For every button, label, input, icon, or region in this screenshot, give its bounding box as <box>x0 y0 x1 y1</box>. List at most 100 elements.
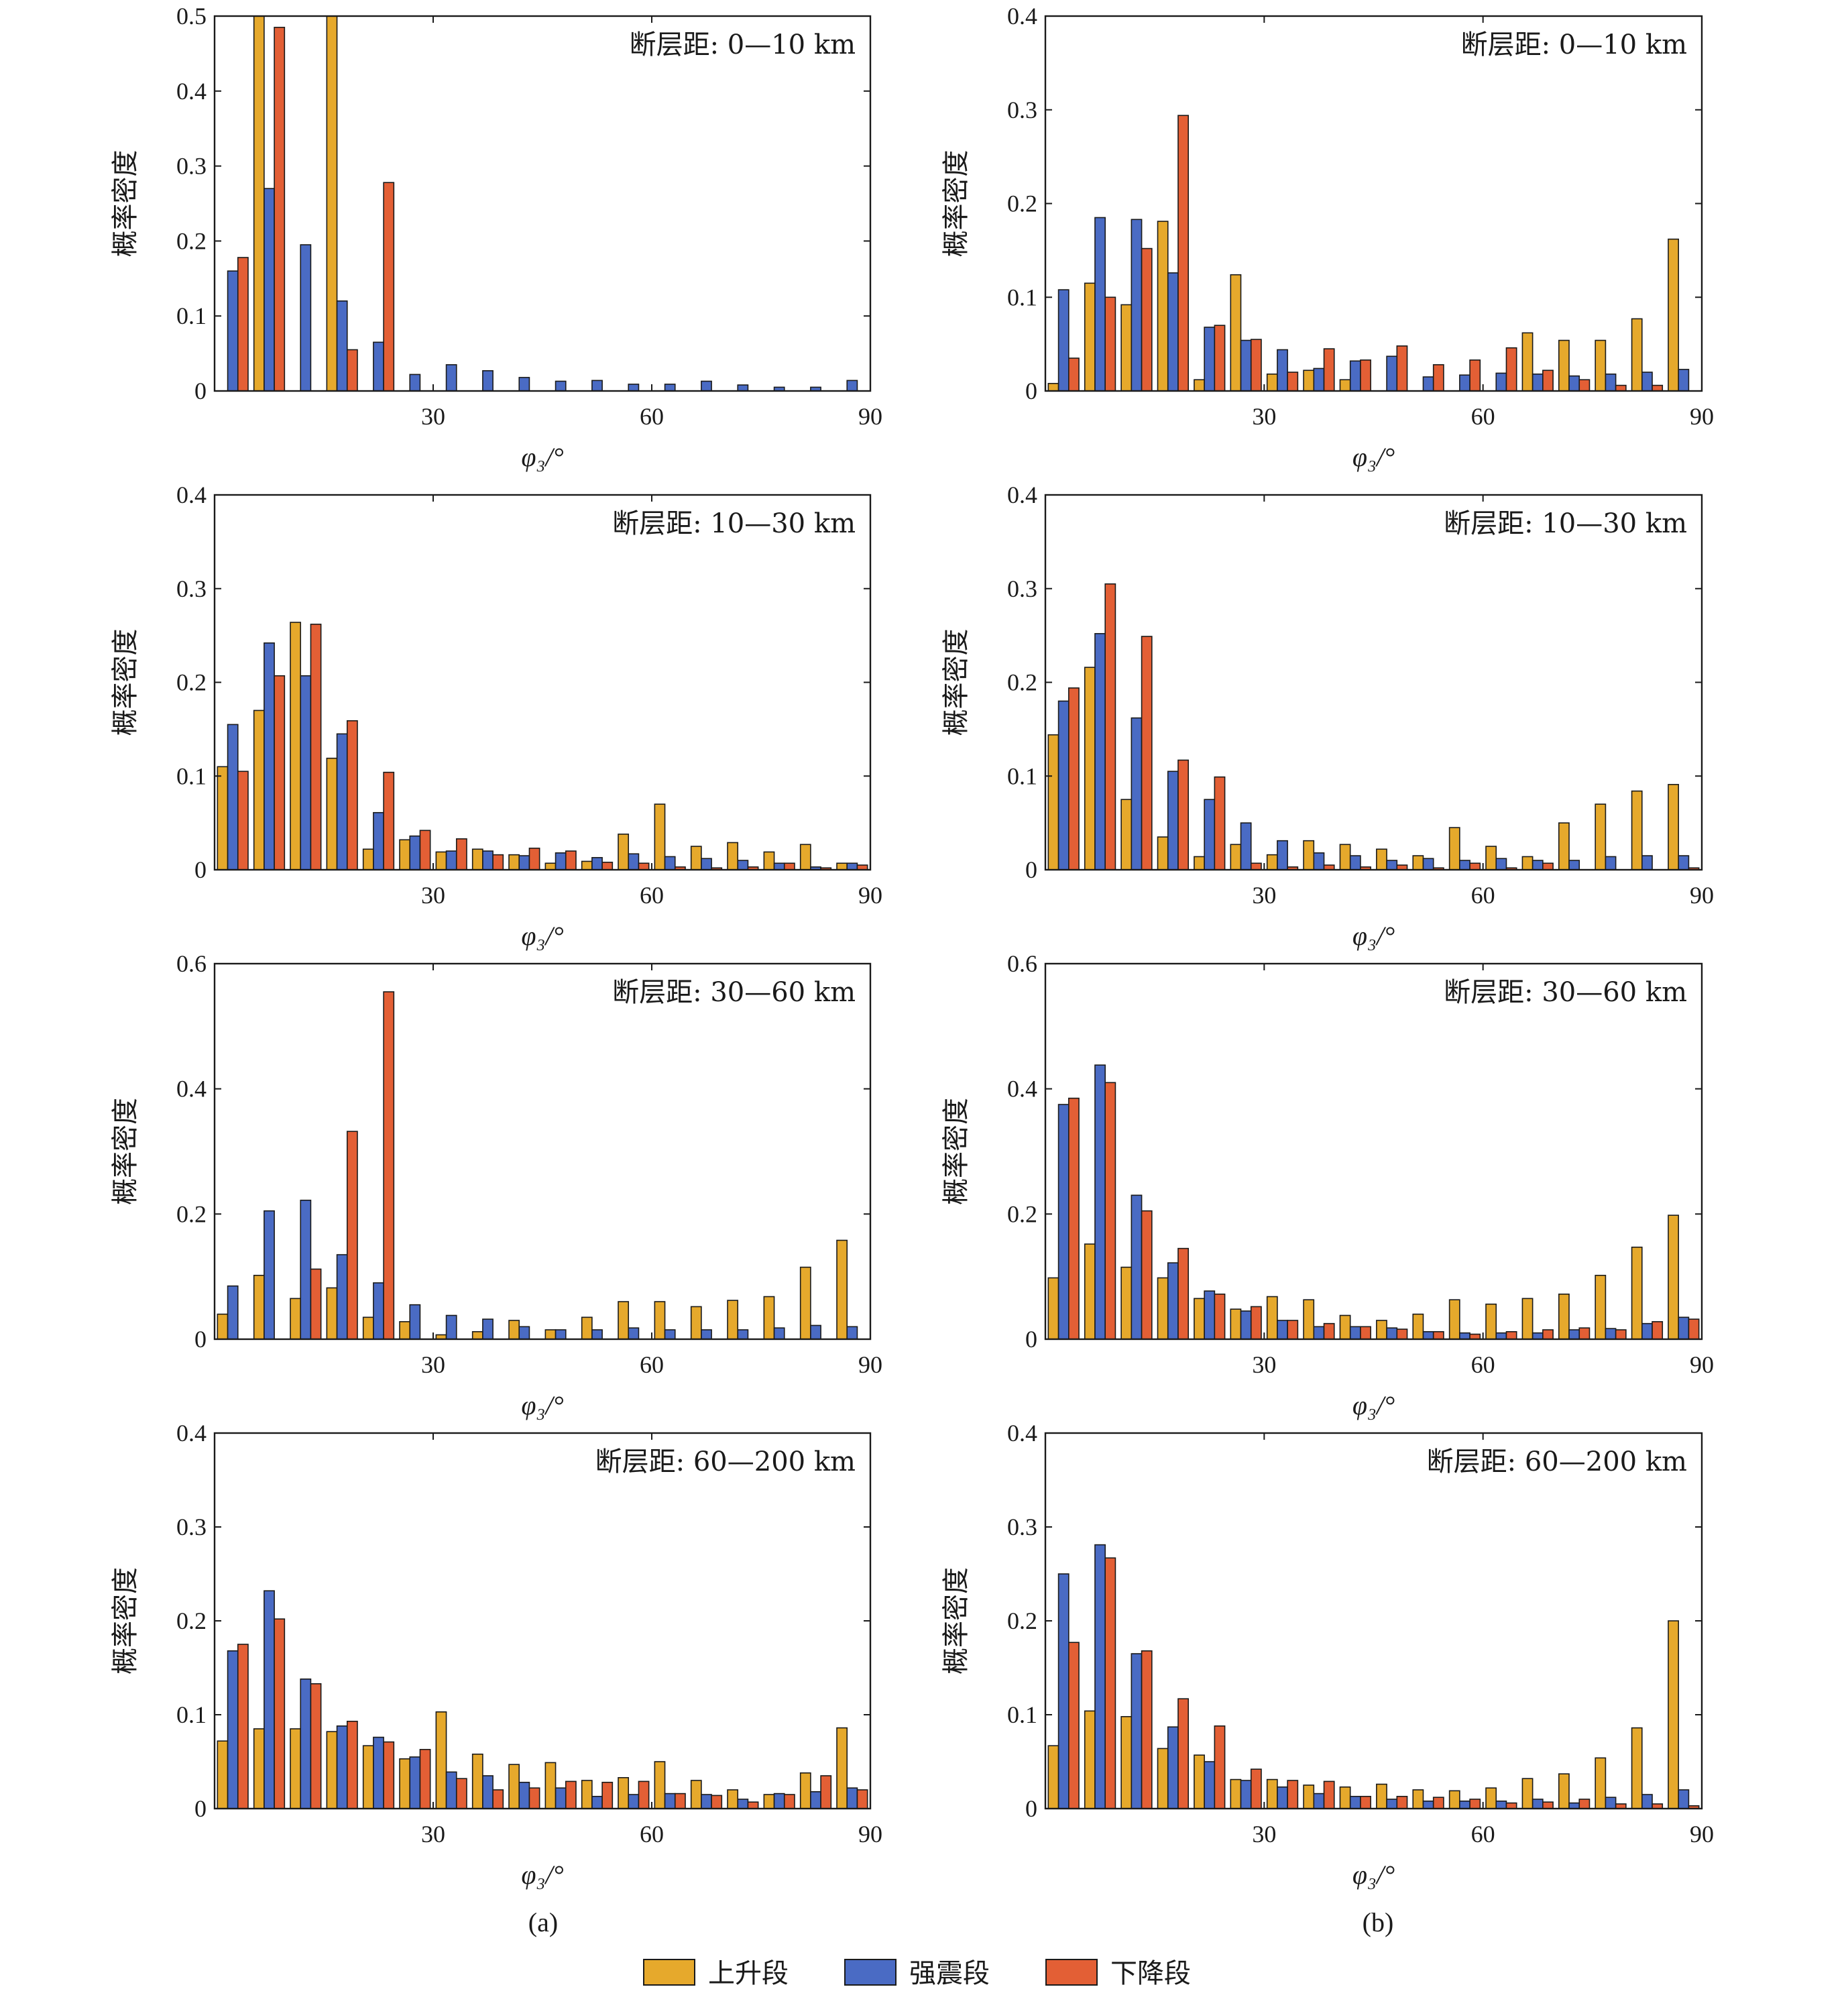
legend-label: 上升段 <box>708 1958 789 1989</box>
bar-强震段-55-60 <box>1459 1332 1470 1339</box>
bar-下降段-40-45 <box>1360 866 1371 870</box>
bar-下降段-5-10 <box>274 1618 286 1809</box>
bar-强震段-55-60 <box>1459 1801 1470 1809</box>
bar-上升段-60-65 <box>654 1761 666 1809</box>
bar-上升段-10-15 <box>290 1298 302 1339</box>
bar-下降段-40-45 <box>1360 1326 1371 1339</box>
bar-上升段-60-65 <box>654 803 666 870</box>
bar-强震段-50-55 <box>1422 376 1434 391</box>
bar-下降段-0-5 <box>237 257 249 391</box>
bar-上升段-40-45 <box>1339 379 1351 391</box>
bar-上升段-60-65 <box>1485 1787 1497 1809</box>
y-tick-label: 0.3 <box>1007 575 1037 602</box>
bar-上升段-25-30 <box>1230 1308 1242 1339</box>
bar-强震段-55-60 <box>628 1794 640 1809</box>
x-tick-label: 30 <box>421 1821 445 1848</box>
bar-强震段-10-15 <box>300 244 312 391</box>
bar-上升段-85-90 <box>836 862 848 870</box>
bar-下降段-20-25 <box>383 771 395 870</box>
bar-上升段-75-80 <box>1595 1757 1607 1809</box>
legend-swatch <box>844 1959 897 1986</box>
bar-下降段-35-40 <box>492 854 504 870</box>
bar-强震段-45-50 <box>1386 860 1398 870</box>
bar-上升段-15-20 <box>326 1731 338 1809</box>
bar-上升段-15-20 <box>326 757 338 870</box>
bar-强震段-20-25 <box>1204 1290 1216 1339</box>
legend-swatch <box>643 1959 695 1986</box>
x-tick-label: 60 <box>1471 1351 1495 1378</box>
bar-下降段-50-55 <box>1432 1797 1444 1809</box>
bar-强震段-0-5 <box>227 1285 239 1339</box>
bar-下降段-55-60 <box>638 862 650 870</box>
bar-下降段-25-30 <box>419 830 431 870</box>
bar-强震段-80-85 <box>810 1791 821 1809</box>
bar-上升段-40-45 <box>508 1320 520 1339</box>
bar-上升段-30-35 <box>435 851 447 870</box>
plot-frame <box>1044 962 1703 1341</box>
bar-下降段-75-80 <box>1615 1803 1627 1809</box>
bar-强震段-30-35 <box>445 1771 457 1809</box>
chart-panel-b-3: 0 0.2 0.4 0.6 30 60 90 断层距: 30—60 km 概率密度 φ₃/° <box>941 950 1714 1420</box>
bars <box>1047 583 1700 870</box>
bar-下降段-0-5 <box>1068 1097 1080 1339</box>
bar-上升段-35-40 <box>471 1331 483 1339</box>
bar-强震段-80-85 <box>1641 855 1653 870</box>
bar-下降段-50-55 <box>601 862 614 870</box>
x-tick-label: 60 <box>640 1351 664 1378</box>
bar-强震段-5-10 <box>1094 217 1106 391</box>
bar-上升段-55-60 <box>618 1301 630 1339</box>
bar-强震段-85-90 <box>846 862 858 870</box>
bar-下降段-65-70 <box>711 1795 723 1809</box>
plot-frame <box>213 15 872 392</box>
legend-label: 下降段 <box>1110 1958 1191 1989</box>
x-tick-label: 90 <box>858 882 882 909</box>
bar-强震段-60-65 <box>1495 858 1507 870</box>
bar-下降段-25-30 <box>1250 1306 1262 1339</box>
bar-强震段-60-65 <box>664 384 676 391</box>
bar-下降段-40-45 <box>1360 359 1371 391</box>
bar-下降段-20-25 <box>1214 776 1226 870</box>
bar-上升段-50-55 <box>581 1316 593 1339</box>
bars <box>1047 1064 1700 1339</box>
bar-强震段-75-80 <box>1605 374 1617 391</box>
bar-强震段-0-5 <box>1057 700 1070 870</box>
panel-title: 断层距: 60—200 km <box>595 1446 856 1477</box>
bar-上升段-0-5 <box>1047 734 1059 870</box>
bar-强震段-15-20 <box>336 300 348 391</box>
bar-下降段-15-20 <box>346 720 358 870</box>
bar-强震段-5-10 <box>1094 1064 1106 1339</box>
bar-上升段-45-50 <box>544 862 557 870</box>
bar-上升段-80-85 <box>1631 1247 1643 1339</box>
bar-上升段-30-35 <box>1266 374 1278 391</box>
x-tick-label: 90 <box>1690 1351 1714 1378</box>
bar-上升段-65-70 <box>690 1780 702 1809</box>
bar-下降段-45-50 <box>565 1780 577 1809</box>
bar-上升段-50-55 <box>1412 855 1424 870</box>
bar-下降段-0-5 <box>237 1644 249 1809</box>
bar-强震段-65-70 <box>701 858 712 870</box>
bar-强震段-55-60 <box>628 1327 640 1339</box>
bar-强震段-45-50 <box>555 1787 567 1809</box>
bar-下降段-45-50 <box>1396 864 1408 870</box>
bar-强震段-65-70 <box>1532 860 1544 870</box>
bar-上升段-45-50 <box>544 1762 557 1809</box>
bar-强震段-30-35 <box>445 364 457 391</box>
bar-下降段-45-50 <box>1396 1328 1408 1339</box>
chart-panel-b-2: 0 0.1 0.2 0.3 0.4 30 60 90 断层距: 10—30 km 概率密度 φ₃/° <box>941 481 1714 951</box>
bar-下降段-85-90 <box>1688 1805 1700 1809</box>
bar-下降段-10-15 <box>1141 1210 1153 1339</box>
bar-强震段-15-20 <box>1167 1262 1179 1339</box>
bar-强震段-20-25 <box>373 1282 384 1339</box>
bar-强震段-20-25 <box>373 1736 384 1809</box>
bar-强震段-5-10 <box>1094 1544 1106 1809</box>
bar-下降段-70-75 <box>747 866 759 870</box>
bar-上升段-70-75 <box>1558 339 1570 391</box>
bar-上升段-30-35 <box>1266 1778 1278 1809</box>
bar-下降段-10-15 <box>310 1683 322 1809</box>
bar-下降段-85-90 <box>856 864 868 870</box>
bar-下降段-60-65 <box>674 1793 686 1809</box>
y-tick-label: 0.3 <box>1007 97 1037 123</box>
bar-强震段-70-75 <box>737 384 749 391</box>
bar-强震段-40-45 <box>518 1326 530 1339</box>
bar-下降段-15-20 <box>346 1721 358 1809</box>
